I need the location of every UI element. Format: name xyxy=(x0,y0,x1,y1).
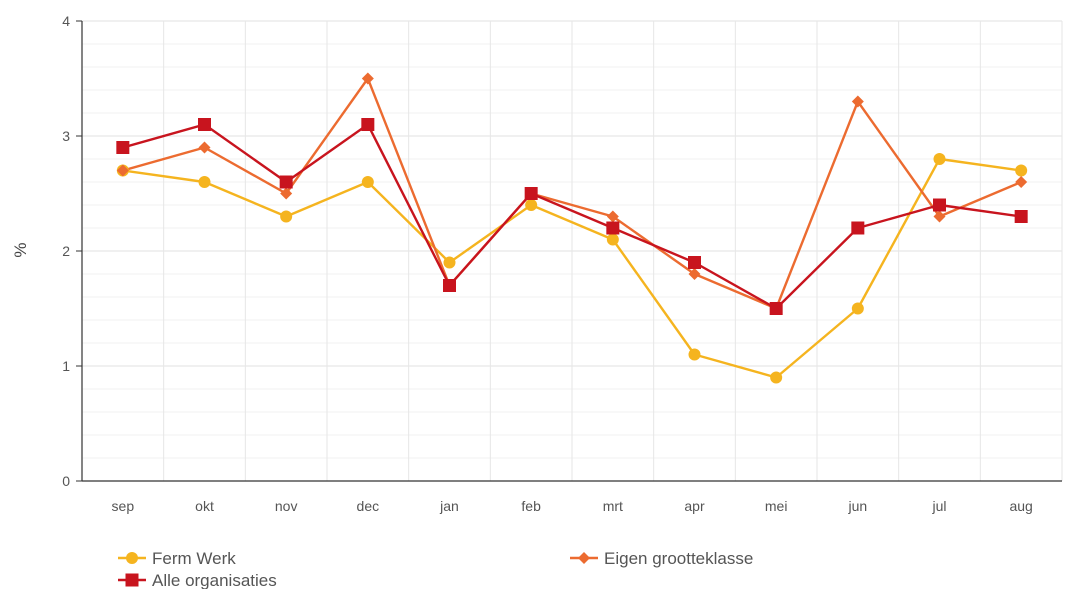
legend-item: Alle organisaties xyxy=(118,571,277,589)
data-point xyxy=(607,234,619,246)
data-point xyxy=(689,349,701,361)
x-tick-label: aug xyxy=(1009,498,1032,514)
y-axis-label: % xyxy=(11,242,30,257)
data-point xyxy=(770,302,783,315)
x-tick-label: feb xyxy=(521,498,541,514)
data-point xyxy=(1015,176,1027,188)
data-point xyxy=(199,176,211,188)
y-tick-label: 3 xyxy=(62,128,70,144)
x-tick-label: apr xyxy=(684,498,705,514)
y-axis-ticks: 0 1 2 3 4 xyxy=(62,13,82,489)
data-point xyxy=(443,279,456,292)
legend-label: Ferm Werk xyxy=(152,549,236,568)
data-point xyxy=(934,153,946,165)
data-point xyxy=(606,222,619,235)
x-tick-label: jan xyxy=(439,498,459,514)
x-tick-label: sep xyxy=(112,498,135,514)
legend-item: Eigen grootteklasse xyxy=(570,549,753,568)
x-tick-label: mei xyxy=(765,498,788,514)
data-point xyxy=(852,303,864,315)
x-tick-label: okt xyxy=(195,498,214,514)
data-point xyxy=(851,222,864,235)
legend-marker xyxy=(578,552,590,564)
data-point xyxy=(770,372,782,384)
x-tick-label: jun xyxy=(847,498,867,514)
data-point xyxy=(361,118,374,131)
legend-label: Alle organisaties xyxy=(152,571,277,589)
legend-item: Ferm Werk xyxy=(118,549,236,568)
data-point xyxy=(688,256,701,269)
data-point xyxy=(362,176,374,188)
data-point xyxy=(444,257,456,269)
legend: Ferm Werk Eigen grootteklasse Alle organis… xyxy=(118,549,753,589)
x-tick-label: jul xyxy=(931,498,946,514)
y-tick-label: 2 xyxy=(62,243,70,259)
data-point xyxy=(1015,210,1028,223)
x-tick-label: nov xyxy=(275,498,298,514)
data-point xyxy=(933,199,946,212)
data-point xyxy=(1015,165,1027,177)
data-point xyxy=(199,142,211,154)
legend-marker xyxy=(126,574,139,587)
y-tick-label: 0 xyxy=(62,473,70,489)
data-point xyxy=(280,176,293,189)
legend-label: Eigen grootteklasse xyxy=(604,549,753,568)
x-tick-label: mrt xyxy=(603,498,623,514)
data-point xyxy=(198,118,211,131)
x-axis-ticks: sep okt nov dec jan feb mrt apr mei jun jul aug xyxy=(112,498,1033,514)
data-point xyxy=(280,211,292,223)
x-tick-label: dec xyxy=(357,498,380,514)
data-point xyxy=(525,199,537,211)
y-tick-label: 1 xyxy=(62,358,70,374)
y-tick-label: 4 xyxy=(62,13,70,29)
data-point xyxy=(116,141,129,154)
legend-marker xyxy=(126,552,138,564)
data-point xyxy=(525,187,538,200)
